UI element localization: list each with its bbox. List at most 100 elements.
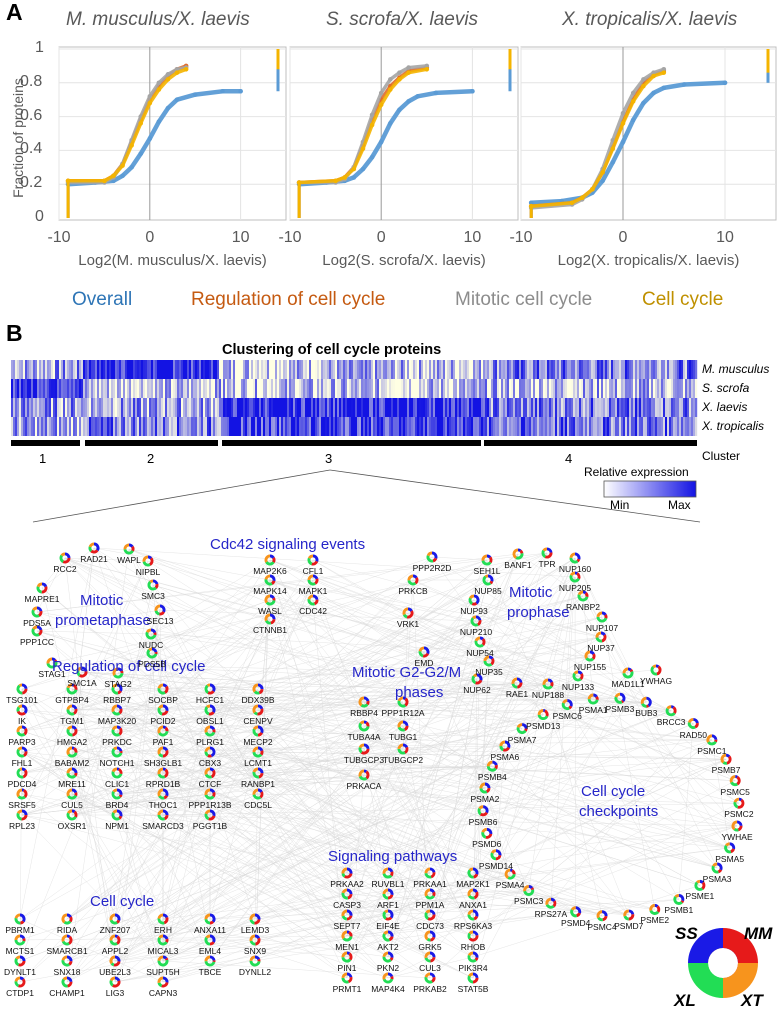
heatmap-cell xyxy=(541,417,544,436)
node-label-mecp2: MECP2 xyxy=(243,737,273,747)
heatmap-cell xyxy=(577,360,580,379)
node-donut-champ1 xyxy=(61,976,73,988)
heatmap-cell xyxy=(129,417,132,436)
heatmap-cell xyxy=(605,360,608,379)
node-segment xyxy=(484,782,491,789)
node-segment xyxy=(111,771,123,779)
edge xyxy=(117,672,164,690)
heatmap-cell xyxy=(559,417,562,436)
node-donut-nup133 xyxy=(572,670,584,682)
heatmap-cell xyxy=(387,398,390,417)
edge xyxy=(71,772,118,816)
heatmap-cell xyxy=(271,398,274,417)
node-segment xyxy=(729,775,736,783)
heatmap-cell xyxy=(499,417,502,436)
edge xyxy=(162,612,409,711)
heatmap-cell xyxy=(63,360,66,379)
node-segment xyxy=(584,591,589,598)
edge xyxy=(116,616,603,774)
heatmap-cell xyxy=(537,360,540,379)
node-segment xyxy=(424,930,430,941)
edge xyxy=(363,748,431,979)
heatmap-cell xyxy=(489,398,492,417)
heatmap-cell xyxy=(25,379,28,398)
heatmap-cell xyxy=(87,398,90,417)
heatmap-cell xyxy=(209,379,212,398)
node-segment xyxy=(572,672,582,682)
heatmap-cell xyxy=(95,379,98,398)
node-segment xyxy=(14,976,20,982)
heatmap-cell xyxy=(475,360,478,379)
heatmap-cell xyxy=(585,360,588,379)
heatmap-cell xyxy=(675,398,678,417)
node-segment xyxy=(573,670,578,675)
data-point xyxy=(220,88,225,94)
node-segment xyxy=(486,827,493,835)
heatmap-cell xyxy=(645,398,648,417)
node-donut-prkab2 xyxy=(424,972,436,984)
heatmap-cell xyxy=(85,360,88,379)
node-label-nup54: NUP54 xyxy=(466,648,494,658)
edge xyxy=(36,611,730,849)
heatmap-cell xyxy=(207,417,210,436)
node-donut-brd4 xyxy=(111,788,123,800)
heatmap-cell xyxy=(409,379,412,398)
node-segment xyxy=(94,542,100,552)
heatmap-cell xyxy=(563,398,566,417)
node-donut-rad21 xyxy=(88,542,100,554)
edge xyxy=(21,793,211,816)
heatmap-cell xyxy=(485,398,488,417)
node-label-nup93: NUP93 xyxy=(460,606,488,616)
node-segment xyxy=(115,934,119,938)
heatmap-cell xyxy=(623,360,626,379)
edge xyxy=(429,552,548,916)
heatmap-cell xyxy=(501,379,504,398)
edge xyxy=(21,730,576,912)
heatmap-cell xyxy=(565,379,568,398)
node-segment xyxy=(678,893,685,902)
node-segment xyxy=(120,669,124,674)
heatmap-cell xyxy=(691,417,694,436)
heatmap-cell xyxy=(219,379,222,398)
node-segment xyxy=(117,809,123,817)
node-segment xyxy=(385,916,393,921)
edge xyxy=(431,556,712,741)
node-label-psmd6: PSMD6 xyxy=(472,839,502,850)
edge xyxy=(71,579,271,711)
heatmap-cell xyxy=(595,398,598,417)
node-segment xyxy=(165,957,169,961)
group-cell-cycle: Cell cycle xyxy=(90,893,155,910)
node-donut-tbce xyxy=(204,955,216,967)
node-label-mapk14: MAPK14 xyxy=(253,586,287,596)
heatmap-cell xyxy=(57,360,60,379)
node-label-mad1l1: MAD1L1 xyxy=(611,679,645,689)
node-donut-oxsr1 xyxy=(66,809,78,821)
heatmap-cell xyxy=(257,379,260,398)
heatmap-cell xyxy=(295,379,298,398)
edge xyxy=(423,557,576,653)
edge xyxy=(71,579,314,774)
node-label-tubgcp3: TUBGCP3 xyxy=(343,755,385,765)
heatmap-cell xyxy=(161,379,164,398)
heatmap-cell xyxy=(327,417,330,436)
heatmap-cell xyxy=(363,360,366,379)
edge xyxy=(93,547,271,581)
heatmap-cell xyxy=(451,398,454,417)
heatmap-cell xyxy=(633,398,636,417)
heatmap-cell xyxy=(523,379,526,398)
heatmap-cell xyxy=(313,360,316,379)
node-donut-psma2 xyxy=(479,782,491,794)
node-segment xyxy=(210,769,216,779)
edge xyxy=(71,751,474,937)
heatmap-cell xyxy=(273,417,276,436)
node-label-hcfc1: HCFC1 xyxy=(195,695,225,705)
edge xyxy=(269,559,672,711)
node-segment xyxy=(402,613,408,619)
node-label-psmd14: PSMD14 xyxy=(478,860,513,871)
heatmap-cell xyxy=(199,379,202,398)
heatmap-cell xyxy=(317,379,320,398)
edge xyxy=(162,599,475,962)
node-segment xyxy=(390,975,394,980)
node-label-ywhae: YWHAE xyxy=(721,831,753,842)
heatmap-cell xyxy=(101,417,104,436)
